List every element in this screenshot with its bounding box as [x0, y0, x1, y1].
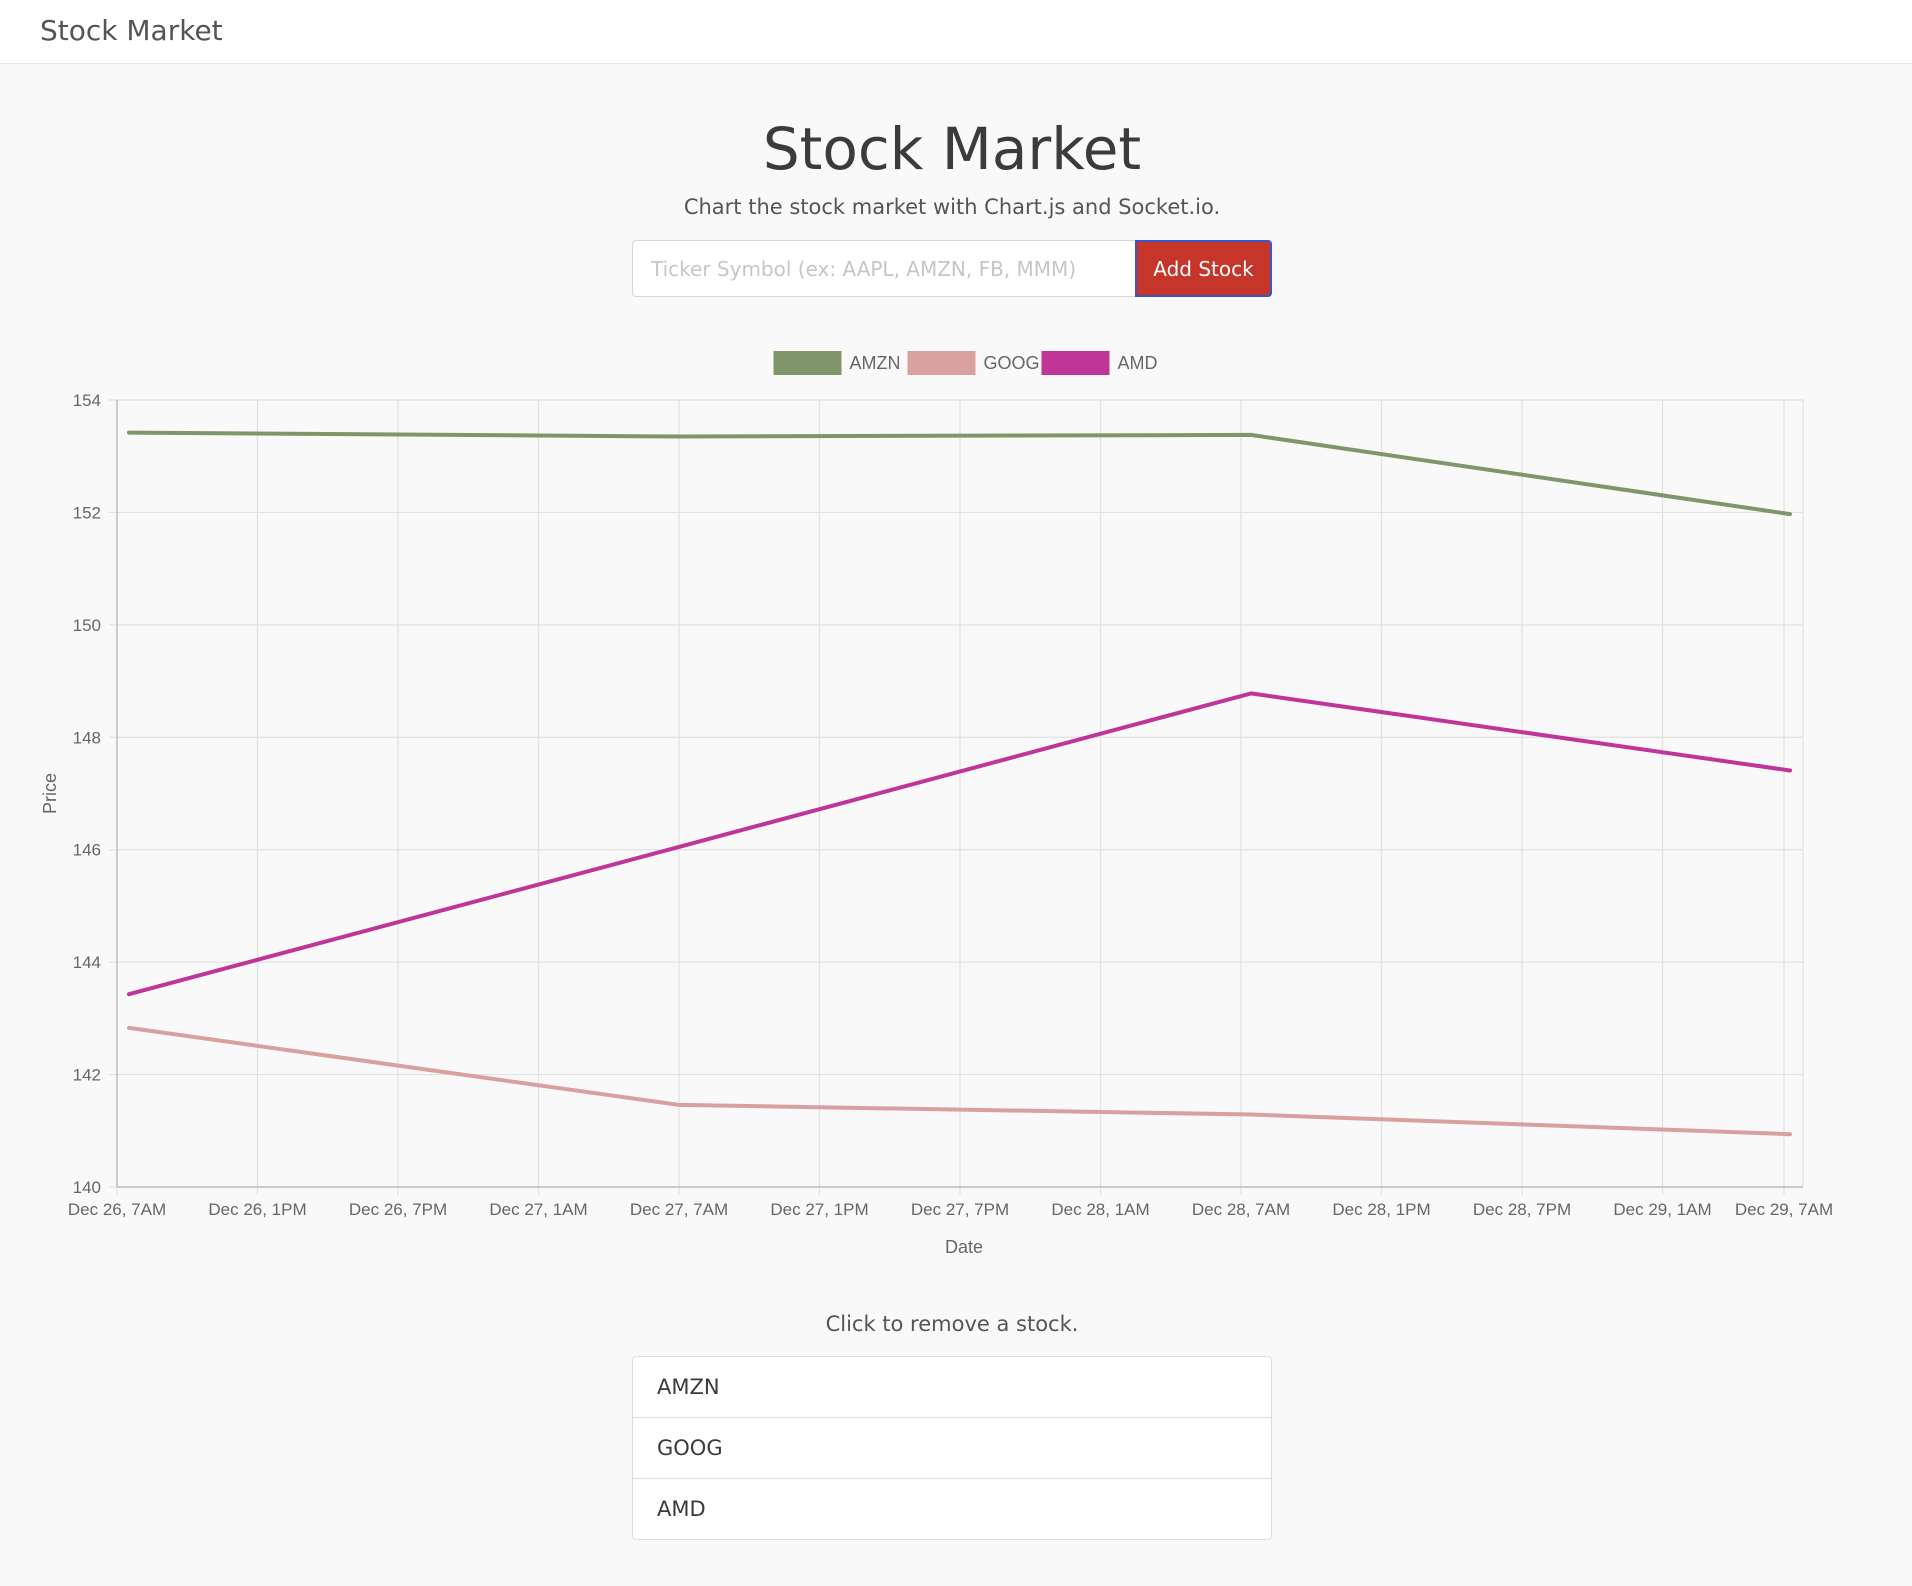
- y-tick-label: 152: [73, 503, 101, 522]
- x-tick-label: Dec 28, 7AM: [1192, 1200, 1290, 1219]
- navbar: Stock Market: [0, 0, 1912, 64]
- y-axis-title: Price: [40, 773, 60, 814]
- stock-list: AMZN GOOG AMD: [632, 1356, 1272, 1540]
- y-tick-label: 146: [73, 841, 101, 860]
- x-tick-label: Dec 26, 7PM: [349, 1200, 447, 1219]
- remove-stock-hint: Click to remove a stock.: [825, 1312, 1079, 1336]
- y-tick-label: 154: [73, 391, 101, 410]
- y-tick-label: 144: [73, 953, 101, 972]
- page-subtitle: Chart the stock market with Chart.js and…: [683, 195, 1221, 219]
- x-tick-label: Dec 26, 1PM: [208, 1200, 306, 1219]
- series-line-amd: [127, 691, 1792, 997]
- x-tick-label: Dec 27, 7PM: [911, 1200, 1009, 1219]
- stock-list-item-amd[interactable]: AMD: [632, 1478, 1272, 1540]
- x-tick-label: Dec 27, 7AM: [630, 1200, 728, 1219]
- legend-swatch-amzn: [773, 351, 842, 375]
- navbar-brand[interactable]: Stock Market: [40, 14, 223, 47]
- stock-price-chart: 140 142 144 146 148 150 152 154 Dec 26, 7AM Dec 2…: [40, 351, 1833, 1257]
- x-tick-label: Dec 28, 7PM: [1473, 1200, 1571, 1219]
- legend-swatch-goog: [907, 351, 976, 375]
- stock-list-item-goog[interactable]: GOOG: [632, 1417, 1272, 1479]
- x-tick-label: Dec 27, 1AM: [489, 1200, 587, 1219]
- y-tick-label: 148: [73, 728, 101, 747]
- page-title: Stock Market: [762, 115, 1142, 183]
- legend-label-amd: AMD: [1118, 353, 1158, 373]
- y-tick-label: 150: [73, 616, 101, 635]
- x-tick-label: Dec 28, 1AM: [1051, 1200, 1149, 1219]
- series-line-amzn: [127, 430, 1792, 517]
- series-line-goog: [127, 1025, 1792, 1137]
- legend-label-amzn: AMZN: [850, 353, 901, 373]
- x-tick-label: Dec 29, 7AM: [1735, 1200, 1833, 1219]
- ticker-symbol-input[interactable]: [632, 240, 1137, 297]
- y-tick-label: 140: [73, 1178, 101, 1197]
- stock-list-item-amzn[interactable]: AMZN: [632, 1356, 1272, 1418]
- legend-label-goog: GOOG: [984, 353, 1040, 373]
- add-stock-button[interactable]: Add Stock: [1135, 240, 1272, 297]
- y-tick-label: 142: [73, 1066, 101, 1085]
- x-axis-title: Date: [945, 1237, 983, 1257]
- x-tick-label: Dec 26, 7AM: [68, 1200, 166, 1219]
- legend-swatch-amd: [1041, 351, 1110, 375]
- x-tick-label: Dec 27, 1PM: [770, 1200, 868, 1219]
- x-tick-label: Dec 29, 1AM: [1613, 1200, 1711, 1219]
- x-tick-label: Dec 28, 1PM: [1332, 1200, 1430, 1219]
